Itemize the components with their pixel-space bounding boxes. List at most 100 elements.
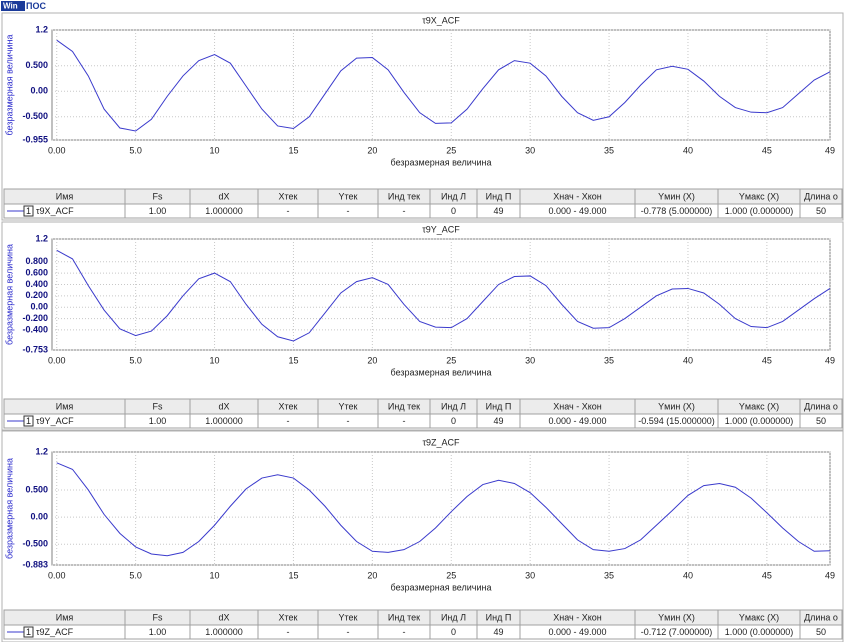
table-header-cell: Длина о	[804, 191, 838, 201]
table-header-cell: Yтек	[339, 612, 358, 622]
panel-frame	[1, 12, 844, 221]
y-tick-label: 0.00	[30, 302, 48, 312]
x-tick-label: 40	[683, 570, 693, 580]
legend-index-box	[23, 205, 34, 217]
x-tick-label: 15	[288, 355, 298, 365]
table-cell: -	[287, 627, 290, 637]
table-cell: 0	[451, 416, 456, 426]
y-tick-label: 0.500	[25, 484, 48, 494]
table-cell: -0.778 (5.000000)	[641, 206, 713, 216]
table-cell: 0	[451, 627, 456, 637]
table-header-cell: Fs	[153, 191, 163, 201]
table-header-cell: Yмин (X)	[658, 612, 695, 622]
series-line	[56, 39, 831, 132]
x-tick-label: 25	[446, 355, 456, 365]
x-axis-label: безразмерная величина	[391, 582, 492, 592]
x-tick-label: 35	[604, 145, 614, 155]
logo-box	[1, 1, 25, 11]
table-cell: 50	[816, 627, 826, 637]
table-cell: 1.00	[149, 627, 167, 637]
x-tick-label: 49	[825, 355, 835, 365]
table-header-cell: Fs	[153, 401, 163, 411]
x-tick-label: 5.0	[129, 355, 142, 365]
legend-index-box	[23, 415, 34, 427]
table-header-cell: Имя	[56, 191, 74, 201]
y-tick-label: 1.2	[35, 24, 48, 34]
table-header-cell: Длина о	[804, 401, 838, 411]
table-cell: 0.000 - 49.000	[548, 627, 606, 637]
table-cell: 49	[493, 627, 503, 637]
table-header-cell: Xтек	[279, 191, 298, 201]
x-tick-label: 15	[288, 570, 298, 580]
y-tick-label: 0.200	[25, 290, 48, 300]
table-header-cell: Yмакс (X)	[739, 612, 779, 622]
table-header-cell: Xтек	[279, 612, 298, 622]
table-header-cell: Xнач - Xкон	[553, 612, 602, 622]
legend-index: 1	[26, 416, 31, 426]
y-tick-label: 1.2	[35, 233, 48, 243]
table-header-cell: Инд тек	[388, 612, 420, 622]
table-header-cell: Инд Л	[441, 401, 466, 411]
x-tick-label: 25	[446, 145, 456, 155]
table-cell: -	[347, 627, 350, 637]
table-header-cell: dX	[218, 401, 229, 411]
table-header-cell: Длина о	[804, 612, 838, 622]
logo-left: Win	[3, 2, 18, 11]
table-header-cell: Инд Л	[441, 191, 466, 201]
series-line	[56, 249, 831, 342]
x-tick-label: 20	[367, 145, 377, 155]
y-tick-label: 0.500	[25, 60, 48, 70]
table-header-cell: Инд П	[486, 401, 512, 411]
table-header-cell: Yтек	[339, 191, 358, 201]
table-header-cell: Yмакс (X)	[739, 401, 779, 411]
y-tick-label: -0.400	[22, 324, 48, 334]
table-header-cell: Xнач - Xкон	[553, 191, 602, 201]
chart-title: τ9Z_ACF	[422, 437, 460, 447]
y-tick-label: -0.200	[22, 313, 48, 323]
table-cell: -	[403, 416, 406, 426]
x-tick-label: 45	[762, 145, 772, 155]
x-tick-label: 35	[604, 355, 614, 365]
table-cell: -0.594 (15.000000)	[638, 416, 715, 426]
y-tick-label: 0.800	[25, 256, 48, 266]
table-cell: 0	[451, 206, 456, 216]
y-tick-label: -0.883	[22, 559, 48, 569]
chart-title: τ9Y_ACF	[422, 224, 460, 234]
table-cell: 1.00	[149, 206, 167, 216]
x-tick-label: 40	[683, 355, 693, 365]
logo-right: ПОС	[26, 1, 46, 11]
legend-index: 1	[26, 627, 31, 637]
y-axis-label: безразмерная величина	[4, 244, 14, 345]
x-tick-label: 0.00	[48, 355, 66, 365]
panel-frame	[1, 221, 844, 431]
table-header-cell: Yмин (X)	[658, 401, 695, 411]
table-cell: -	[347, 416, 350, 426]
table-cell: -	[287, 416, 290, 426]
table-header-cell: Yмакс (X)	[739, 191, 779, 201]
legend-index-box	[23, 626, 34, 638]
table-row-bg	[3, 203, 843, 219]
x-tick-label: 10	[210, 145, 220, 155]
x-axis-label: безразмерная величина	[391, 157, 492, 167]
y-tick-label: 0.400	[25, 279, 48, 289]
y-tick-label: -0.753	[22, 344, 48, 354]
x-tick-label: 5.0	[129, 145, 142, 155]
x-tick-label: 10	[210, 355, 220, 365]
table-cell: 1.000 (0.000000)	[725, 206, 794, 216]
legend-name: τ9Z_ACF	[36, 627, 74, 637]
table-header-cell: Инд тек	[388, 191, 420, 201]
table-cell: 1.000 (0.000000)	[725, 627, 794, 637]
plot-area	[51, 451, 831, 566]
x-tick-label: 20	[367, 355, 377, 365]
x-tick-label: 20	[367, 570, 377, 580]
table-header-cell: Имя	[56, 612, 74, 622]
table-cell: 1.000000	[205, 627, 243, 637]
x-tick-label: 30	[525, 355, 535, 365]
x-tick-label: 45	[762, 355, 772, 365]
table-cell: 50	[816, 416, 826, 426]
x-tick-label: 49	[825, 570, 835, 580]
x-tick-label: 35	[604, 570, 614, 580]
table-cell: 1.00	[149, 416, 167, 426]
table-cell: 0.000 - 49.000	[548, 416, 606, 426]
